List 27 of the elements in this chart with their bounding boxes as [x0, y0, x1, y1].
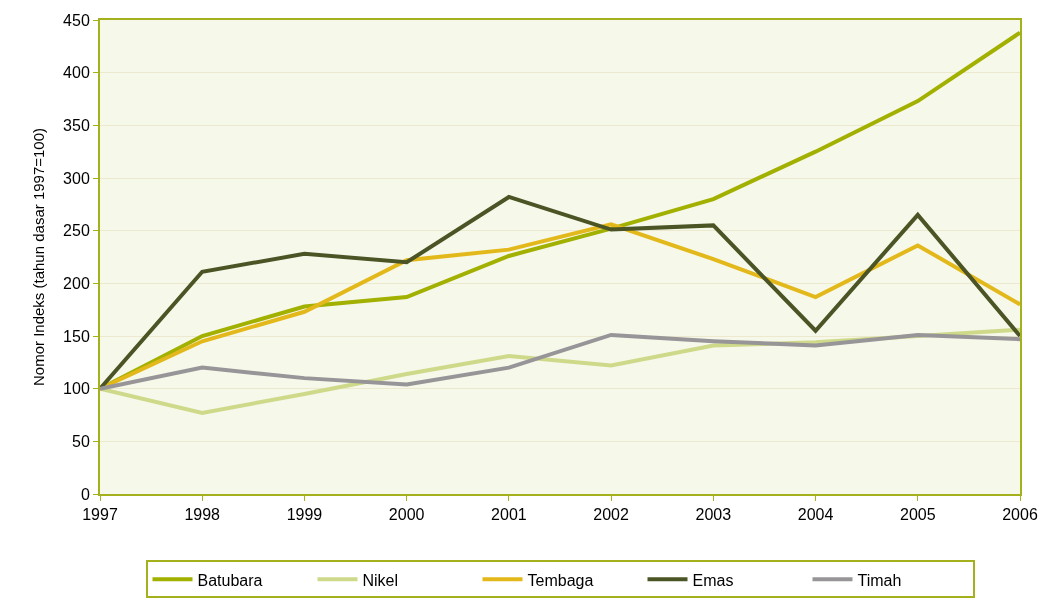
- y-tick-label: 400: [63, 64, 90, 82]
- y-tick-label: 450: [63, 11, 90, 29]
- x-tick-label: 2001: [491, 506, 527, 524]
- y-tick-label: 200: [63, 274, 90, 292]
- y-tick-label: 250: [63, 222, 90, 240]
- y-tick-label: 350: [63, 116, 90, 134]
- y-axis-title: Nomor Indeks (tahun dasar 1997=100): [29, 127, 47, 387]
- y-tick-label: 150: [63, 327, 90, 345]
- line-series: [100, 332, 1020, 391]
- y-tick-label: 50: [72, 432, 90, 450]
- legend-label: Nikel: [362, 571, 399, 589]
- legend-label: Timah: [857, 571, 902, 589]
- y-tick-label: 300: [63, 169, 90, 187]
- legend-label: Emas: [692, 571, 734, 589]
- x-tick-label: 2002: [593, 506, 630, 524]
- x-tick-label: 2003: [695, 506, 732, 524]
- x-tick-label: 1999: [286, 506, 323, 524]
- x-tick-label: 2005: [899, 506, 936, 524]
- x-tick-label: 2006: [1002, 506, 1038, 524]
- y-tick-label: 100: [63, 380, 90, 398]
- x-tick-label: 1998: [184, 506, 221, 524]
- y-tick-label: 0: [80, 485, 90, 503]
- x-tick-label: 1997: [82, 506, 118, 524]
- x-tick-label: 2000: [388, 506, 425, 524]
- legend-label: Tembaga: [527, 571, 594, 589]
- legend-label: Batubara: [197, 571, 263, 589]
- x-tick-label: 2004: [797, 506, 834, 524]
